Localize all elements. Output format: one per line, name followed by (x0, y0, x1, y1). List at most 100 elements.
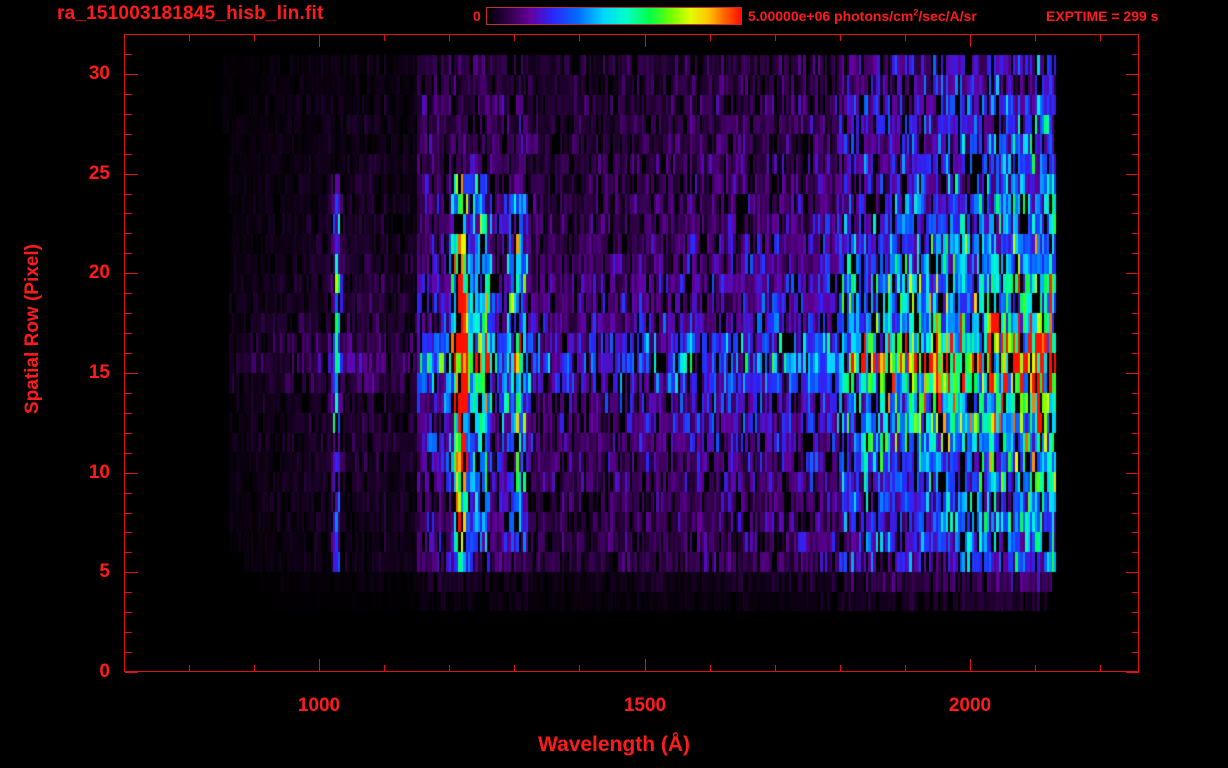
y-tick-right-21 (1132, 253, 1139, 254)
y-tick-label-25: 25 (88, 163, 110, 184)
y-tick-right-17 (1132, 333, 1139, 334)
x-tick-top-1500 (645, 34, 646, 47)
y-tick-right-26 (1132, 154, 1139, 155)
y-tick-right-18 (1132, 313, 1139, 314)
x-tick-1400 (579, 665, 580, 672)
x-axis-title: Wavelength (Å) (537, 733, 691, 756)
y-tick-19 (125, 293, 132, 294)
y-tick-9 (125, 493, 132, 494)
plot-frame (124, 34, 1139, 672)
y-tick-0 (125, 672, 138, 673)
y-tick-right-4 (1132, 592, 1139, 593)
y-tick-2 (125, 632, 132, 633)
x-tick-top-700 (124, 34, 125, 41)
colorbar-max-value: 5.00000e+06 (748, 8, 831, 24)
colorbar-min-label: 0 (473, 8, 481, 24)
y-tick-right-8 (1132, 513, 1139, 514)
y-tick-right-27 (1132, 134, 1139, 135)
x-tick-2200 (1100, 665, 1101, 672)
y-tick-label-10: 10 (88, 462, 110, 483)
y-tick-right-6 (1132, 552, 1139, 553)
x-tick-2100 (1035, 665, 1036, 672)
y-tick-15 (125, 373, 138, 374)
y-tick-right-13 (1132, 413, 1139, 414)
x-tick-top-2200 (1100, 34, 1101, 41)
x-tick-label-1000: 1000 (297, 695, 341, 716)
x-tick-1800 (840, 665, 841, 672)
x-tick-700 (124, 665, 125, 672)
x-tick-top-900 (254, 34, 255, 41)
y-tick-right-14 (1132, 393, 1139, 394)
y-tick-label-5: 5 (99, 561, 110, 582)
y-tick-right-23 (1132, 213, 1139, 214)
y-tick-right-12 (1132, 433, 1139, 434)
y-tick-right-7 (1132, 532, 1139, 533)
x-tick-1100 (384, 665, 385, 672)
x-tick-1000 (319, 659, 320, 672)
y-tick-21 (125, 253, 132, 254)
x-tick-top-1200 (449, 34, 450, 41)
y-tick-26 (125, 154, 132, 155)
y-tick-right-20 (1126, 273, 1139, 274)
y-tick-31 (125, 54, 132, 55)
x-tick-top-1700 (775, 34, 776, 41)
x-tick-1900 (905, 665, 906, 672)
x-tick-1200 (449, 665, 450, 672)
y-tick-8 (125, 513, 132, 514)
y-tick-22 (125, 233, 132, 234)
spectrogram-image (125, 35, 1138, 671)
y-tick-right-24 (1132, 194, 1139, 195)
y-tick-right-30 (1126, 74, 1139, 75)
y-tick-label-20: 20 (88, 262, 110, 283)
y-tick-right-5 (1126, 572, 1139, 573)
y-tick-20 (125, 273, 138, 274)
y-tick-11 (125, 453, 132, 454)
x-tick-top-1300 (514, 34, 515, 41)
colorbar (486, 7, 742, 25)
y-tick-right-29 (1132, 94, 1139, 95)
y-tick-right-11 (1132, 453, 1139, 454)
y-tick-27 (125, 134, 132, 135)
y-tick-right-2 (1132, 632, 1139, 633)
y-tick-right-16 (1132, 353, 1139, 354)
colorbar-gradient (487, 8, 741, 24)
x-tick-1500 (645, 659, 646, 672)
y-tick-right-28 (1132, 114, 1139, 115)
y-tick-30 (125, 74, 138, 75)
y-tick-5 (125, 572, 138, 573)
x-tick-top-2100 (1035, 34, 1036, 41)
y-tick-10 (125, 473, 138, 474)
y-tick-17 (125, 333, 132, 334)
y-tick-24 (125, 194, 132, 195)
x-tick-top-800 (189, 34, 190, 41)
y-tick-6 (125, 552, 132, 553)
y-tick-23 (125, 213, 132, 214)
exptime-label: EXPTIME = 299 s (1046, 8, 1159, 24)
x-tick-top-1000 (319, 34, 320, 47)
x-tick-800 (189, 665, 190, 672)
y-tick-25 (125, 174, 138, 175)
x-tick-2000 (970, 659, 971, 672)
x-tick-top-1400 (579, 34, 580, 41)
x-tick-label-1500: 1500 (623, 695, 667, 716)
y-tick-label-0: 0 (99, 661, 110, 682)
x-tick-top-1600 (710, 34, 711, 41)
x-tick-top-1100 (384, 34, 385, 41)
y-tick-right-25 (1126, 174, 1139, 175)
y-axis-title: Spatial Row (Pixel) (22, 244, 43, 414)
colorbar-units-post: /sec/A/sr (918, 8, 977, 24)
y-tick-right-3 (1132, 612, 1139, 613)
y-tick-29 (125, 94, 132, 95)
file-title: ra_151003181845_hisb_lin.fit (57, 3, 324, 24)
y-tick-28 (125, 114, 132, 115)
y-tick-16 (125, 353, 132, 354)
x-tick-1600 (710, 665, 711, 672)
y-tick-32 (125, 34, 132, 35)
y-tick-right-32 (1132, 34, 1139, 35)
y-tick-right-9 (1132, 493, 1139, 494)
y-tick-4 (125, 592, 132, 593)
y-tick-1 (125, 652, 132, 653)
x-tick-900 (254, 665, 255, 672)
y-tick-right-22 (1132, 233, 1139, 234)
